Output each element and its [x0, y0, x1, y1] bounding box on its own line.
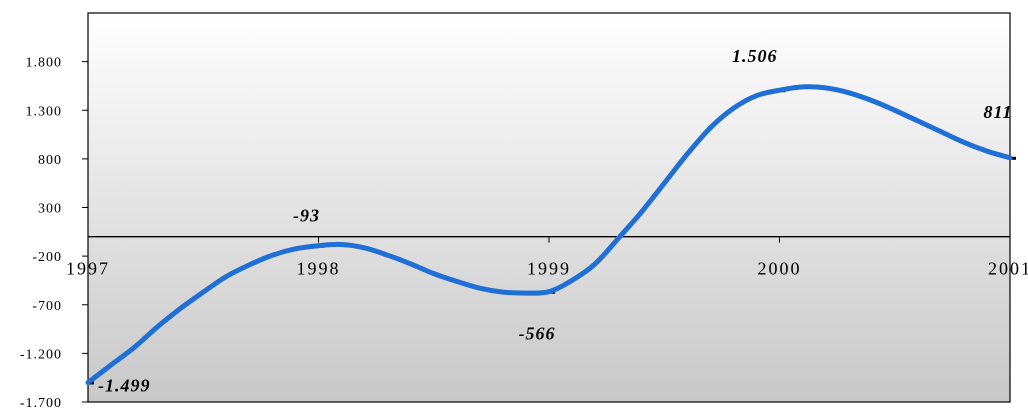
x-tick-label: 1998: [297, 259, 341, 279]
series-group: [85, 84, 1013, 385]
y-tick-label: -200: [32, 250, 62, 265]
x-tick-label: 2000: [758, 259, 802, 279]
y-tick-label: 1.300: [26, 104, 63, 119]
x-axis: 1997 1998 1999 2000 2001: [66, 236, 1028, 279]
data-label: -566: [519, 324, 556, 344]
y-tick-label: -1.700: [20, 396, 62, 411]
y-tick-label: -1.200: [20, 347, 62, 362]
y-tick-label: 300: [38, 202, 62, 217]
data-label: 811: [983, 102, 1012, 122]
y-tick-label: 800: [38, 153, 62, 168]
y-tick-label: -700: [32, 299, 62, 314]
x-tick-label: 1999: [527, 259, 571, 279]
data-label: -93: [293, 206, 320, 226]
plot-area: [87, 12, 1011, 403]
y-axis: -1.700 -1.200 -700 -200 300 800 1.300 1.800: [20, 56, 1010, 411]
series-line: [85, 84, 1013, 385]
data-labels: -1.499 -93 -566 1.506 811: [98, 46, 1012, 395]
y-tick-label: 1.800: [26, 56, 63, 71]
data-label: -1.499: [98, 375, 151, 395]
x-tick-label: 1997: [66, 259, 110, 279]
data-label: 1.506: [732, 46, 778, 66]
x-tick-label: 2001: [988, 259, 1028, 279]
